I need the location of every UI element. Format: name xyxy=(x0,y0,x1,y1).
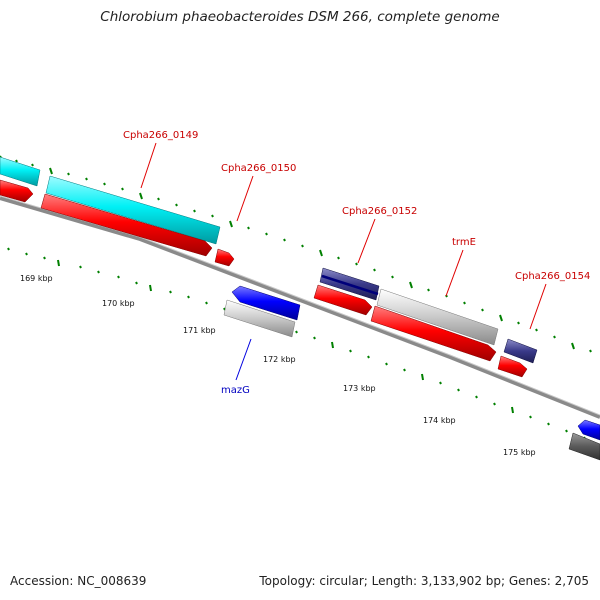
leader-cpha266-0152 xyxy=(357,218,376,264)
leader-mazG xyxy=(235,338,252,381)
tick-label-172: 172 kbp xyxy=(263,355,296,364)
gene-arrow-left-partial[interactable] xyxy=(0,179,34,203)
tick-label-174: 174 kbp xyxy=(423,416,456,425)
lower-tick-row xyxy=(7,247,586,440)
gene-arrow-cpha266-0154[interactable] xyxy=(497,355,528,378)
tick-label-171: 171 kbp xyxy=(183,326,216,335)
gene-label-trmE: trmE xyxy=(452,237,476,248)
leader-trmE xyxy=(445,249,464,297)
feature-cyan-left[interactable] xyxy=(0,156,41,187)
gene-arrow-trmE[interactable] xyxy=(370,305,497,362)
leader-cpha266-0154 xyxy=(529,283,547,330)
upper-tick-row xyxy=(0,155,592,353)
leader-cpha266-0149 xyxy=(140,142,157,189)
tick-label-173: 173 kbp xyxy=(343,384,376,393)
feature-grey-mazG[interactable] xyxy=(223,299,296,338)
tick-label-170: 170 kbp xyxy=(102,299,135,308)
feature-dark-cpha266-0154[interactable] xyxy=(503,338,538,364)
gene-arrow-cpha266-0152[interactable] xyxy=(313,284,373,316)
genome-summary-text: Topology: circular; Length: 3,133,902 bp… xyxy=(259,574,589,588)
genome-backbone xyxy=(0,196,600,419)
feature-grey-trmE[interactable] xyxy=(376,288,499,346)
leader-cpha266-0150 xyxy=(236,175,254,222)
accession-text: Accession: NC_008639 xyxy=(10,574,147,588)
tick-label-169: 169 kbp xyxy=(20,274,53,283)
feature-darkgrey-right[interactable] xyxy=(568,432,600,461)
gene-label-cpha266-0152: Cpha266_0152 xyxy=(342,206,417,217)
tick-label-175: 175 kbp xyxy=(503,448,536,457)
gene-arrow-mazG[interactable] xyxy=(231,285,301,321)
map-title: Chlorobium phaeobacteroides DSM 266, com… xyxy=(100,9,500,25)
gene-arrow-cpha266-0149[interactable] xyxy=(40,193,213,257)
feature-cyan-cpha266-0149[interactable] xyxy=(45,175,221,245)
gene-label-cpha266-0150: Cpha266_0150 xyxy=(221,163,296,174)
gene-label-cpha266-0154: Cpha266_0154 xyxy=(515,271,590,282)
gene-arrow-cpha266-0150[interactable] xyxy=(214,248,235,267)
gene-label-mazG: mazG xyxy=(221,385,250,396)
gene-label-cpha266-0149: Cpha266_0149 xyxy=(123,130,198,141)
gene-arrow-blue-right[interactable] xyxy=(577,419,600,441)
